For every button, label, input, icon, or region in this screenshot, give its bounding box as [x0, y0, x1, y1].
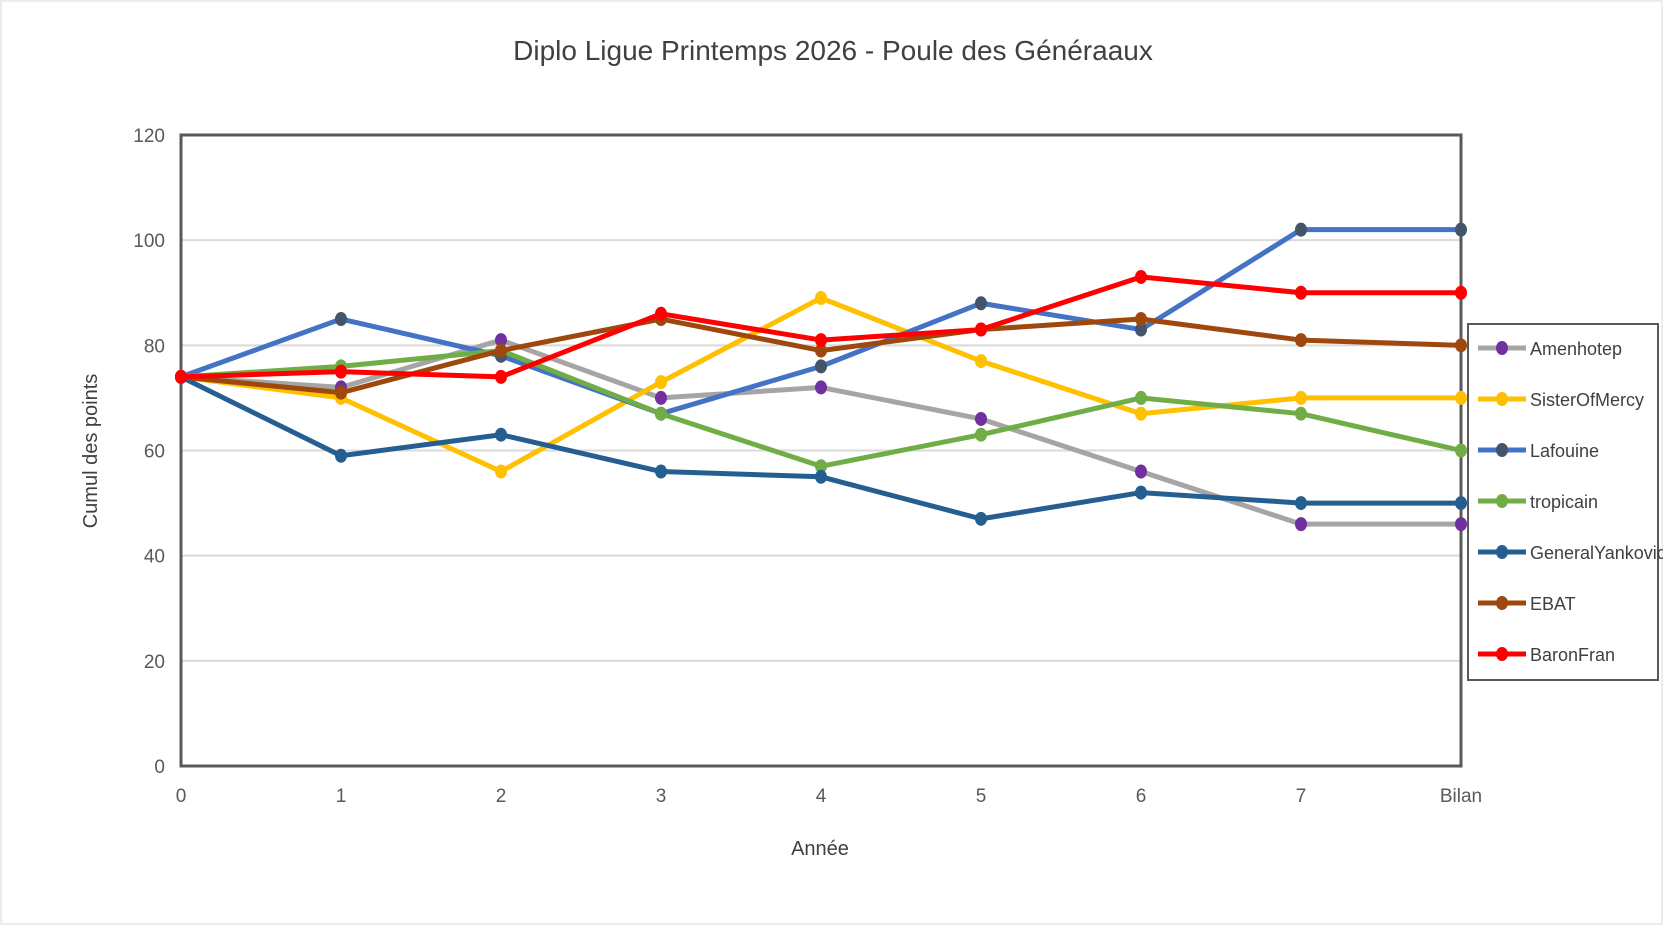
data-point: [975, 296, 987, 311]
data-point: [815, 459, 827, 474]
legend-swatch-marker: [1496, 341, 1508, 355]
data-point: [1295, 285, 1307, 300]
legend-item-tropicain: tropicain: [1478, 492, 1598, 512]
data-point: [1295, 390, 1307, 405]
data-point: [655, 464, 667, 479]
legend-label: tropicain: [1530, 492, 1598, 512]
y-tick-label: 80: [144, 336, 165, 357]
y-tick-label: 100: [133, 231, 165, 252]
data-point: [1455, 496, 1467, 511]
data-point: [1455, 517, 1467, 532]
data-point: [655, 306, 667, 321]
x-tick-label: 6: [1136, 786, 1147, 807]
legend-item-generalyankovic: GeneralYankovic: [1478, 543, 1663, 563]
data-point: [815, 291, 827, 306]
legend-swatch-marker: [1496, 647, 1508, 661]
data-point: [1295, 222, 1307, 237]
data-point: [975, 427, 987, 442]
data-point: [495, 427, 507, 442]
data-point: [1295, 517, 1307, 532]
x-tick-label: 2: [496, 786, 507, 807]
data-point: [815, 359, 827, 374]
data-point: [335, 364, 347, 379]
data-point: [1455, 443, 1467, 458]
legend-item-lafouine: Lafouine: [1478, 441, 1599, 461]
legend-swatch-marker: [1496, 392, 1508, 406]
data-point: [335, 385, 347, 400]
legend-item-ebat: EBAT: [1478, 594, 1576, 614]
data-point: [1135, 390, 1147, 405]
data-point: [1135, 269, 1147, 284]
x-tick-label: Bilan: [1440, 786, 1482, 807]
data-point: [1135, 406, 1147, 421]
data-point: [495, 333, 507, 348]
x-tick-label: 3: [656, 786, 667, 807]
y-tick-label: 60: [144, 442, 165, 463]
data-point: [1135, 485, 1147, 500]
data-point: [1295, 496, 1307, 511]
data-point: [1135, 464, 1147, 479]
legend-label: Amenhotep: [1530, 339, 1622, 359]
legend-label: EBAT: [1530, 594, 1576, 614]
x-tick-label: 1: [336, 786, 347, 807]
data-point: [1135, 312, 1147, 327]
data-point: [655, 406, 667, 421]
x-tick-label: 5: [976, 786, 987, 807]
data-point: [1135, 322, 1147, 337]
legend-swatch-marker: [1496, 596, 1508, 610]
legend: Amenhotep SisterOfMercy Lafouine tropicain G…: [1467, 323, 1663, 681]
data-point: [975, 411, 987, 426]
legend-label: BaronFran: [1530, 645, 1615, 665]
legend-item-baronfran: BaronFran: [1478, 645, 1615, 665]
x-tick-label: 4: [816, 786, 827, 807]
data-point: [1295, 333, 1307, 348]
legend-label: Lafouine: [1530, 441, 1599, 461]
data-point: [815, 343, 827, 358]
data-point: [495, 369, 507, 384]
series-baronfran: [175, 269, 1467, 384]
legend-label: GeneralYankovic: [1530, 543, 1663, 563]
y-tick-label: 120: [133, 126, 165, 147]
chart-title: Diplo Ligue Printemps 2026 - Poule des G…: [513, 35, 1153, 66]
x-tick-label: 7: [1296, 786, 1307, 807]
legend-swatch-marker: [1496, 545, 1508, 559]
legend-label: SisterOfMercy: [1530, 390, 1644, 410]
data-point: [1455, 390, 1467, 405]
data-point: [655, 375, 667, 390]
data-point: [175, 369, 187, 384]
data-point: [495, 464, 507, 479]
y-axis-label: Cumul des points: [80, 374, 102, 529]
data-point: [655, 390, 667, 405]
data-point: [1455, 285, 1467, 300]
data-point: [495, 343, 507, 358]
data-point: [975, 322, 987, 337]
x-axis-label: Année: [791, 838, 849, 860]
data-point: [975, 354, 987, 369]
y-tick-label: 20: [144, 652, 165, 673]
y-tick-label: 40: [144, 547, 165, 568]
legend-item-amenhotep: Amenhotep: [1478, 339, 1622, 359]
data-point: [815, 380, 827, 395]
data-point: [815, 333, 827, 348]
x-tick-label: 0: [176, 786, 187, 807]
data-point: [1295, 406, 1307, 421]
data-point: [1455, 338, 1467, 353]
data-point: [1455, 222, 1467, 237]
data-point: [335, 448, 347, 463]
data-point: [975, 511, 987, 526]
data-point: [335, 312, 347, 327]
legend-swatch-marker: [1496, 443, 1508, 457]
data-point: [815, 469, 827, 484]
series-layer: [175, 222, 1467, 532]
y-tick-label: 0: [154, 757, 165, 778]
legend-swatch-marker: [1496, 494, 1508, 508]
legend-item-sisterofmercy: SisterOfMercy: [1478, 390, 1644, 410]
